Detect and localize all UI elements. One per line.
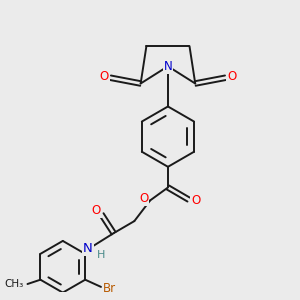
Text: O: O <box>139 193 148 206</box>
Text: O: O <box>100 70 109 83</box>
Text: O: O <box>92 204 101 217</box>
Text: H: H <box>97 250 105 260</box>
Text: O: O <box>191 194 200 208</box>
Text: N: N <box>83 242 93 255</box>
Text: N: N <box>164 60 172 73</box>
Text: Br: Br <box>103 282 116 295</box>
Text: O: O <box>227 70 236 83</box>
Text: CH₃: CH₃ <box>5 279 24 289</box>
